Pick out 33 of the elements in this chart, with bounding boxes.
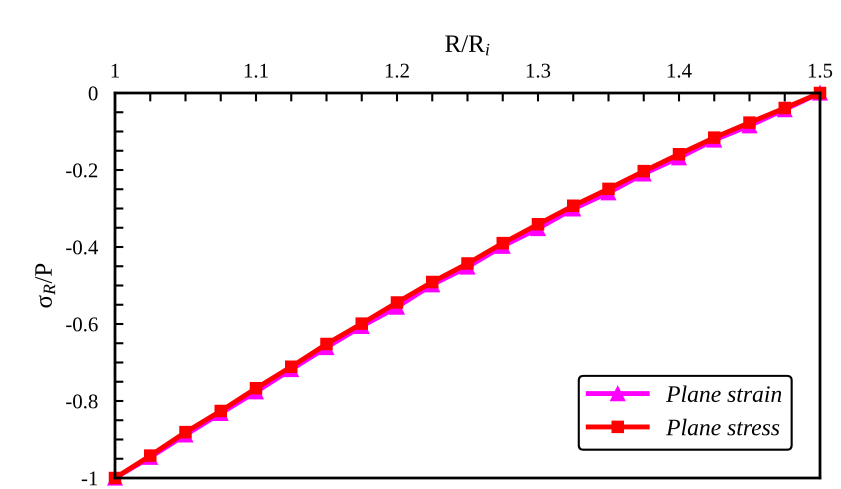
point (390, 296, 404, 309)
legend-label: Plane stress (666, 418, 780, 436)
y-tick-label: -0.2 (66, 163, 98, 178)
y-tick-label: -1 (82, 471, 98, 486)
point (179, 426, 192, 438)
x-tick-label: 1.3 (526, 64, 550, 78)
y-tick-label: -0.8 (66, 394, 98, 409)
point (743, 116, 756, 129)
x-tick-label: 1.5 (808, 64, 832, 78)
point (602, 182, 615, 196)
point (532, 218, 544, 231)
point (461, 257, 474, 270)
y-tick-label: -0.4 (66, 240, 98, 255)
point (356, 317, 368, 330)
y-tick-label: 0 (88, 86, 98, 100)
point (672, 148, 686, 160)
point (708, 131, 720, 144)
x-axis-title: R/R$_{i}$ (445, 35, 490, 56)
legend-label: Plane strain (666, 385, 782, 402)
point (496, 236, 509, 250)
y-axis-title: σ$_{R}$/P (35, 264, 56, 308)
point (320, 338, 333, 350)
point (250, 382, 262, 395)
x-tick-label: 1.2 (386, 64, 409, 78)
y-tick-label: -0.6 (66, 317, 98, 332)
point (567, 200, 580, 212)
point (638, 164, 650, 178)
x-tick-label: 1.1 (244, 64, 268, 78)
x-tick-label: 1.4 (668, 64, 692, 78)
point (426, 276, 438, 288)
x-tick-label: 1 (112, 64, 119, 78)
point (214, 404, 227, 418)
point (285, 360, 298, 373)
